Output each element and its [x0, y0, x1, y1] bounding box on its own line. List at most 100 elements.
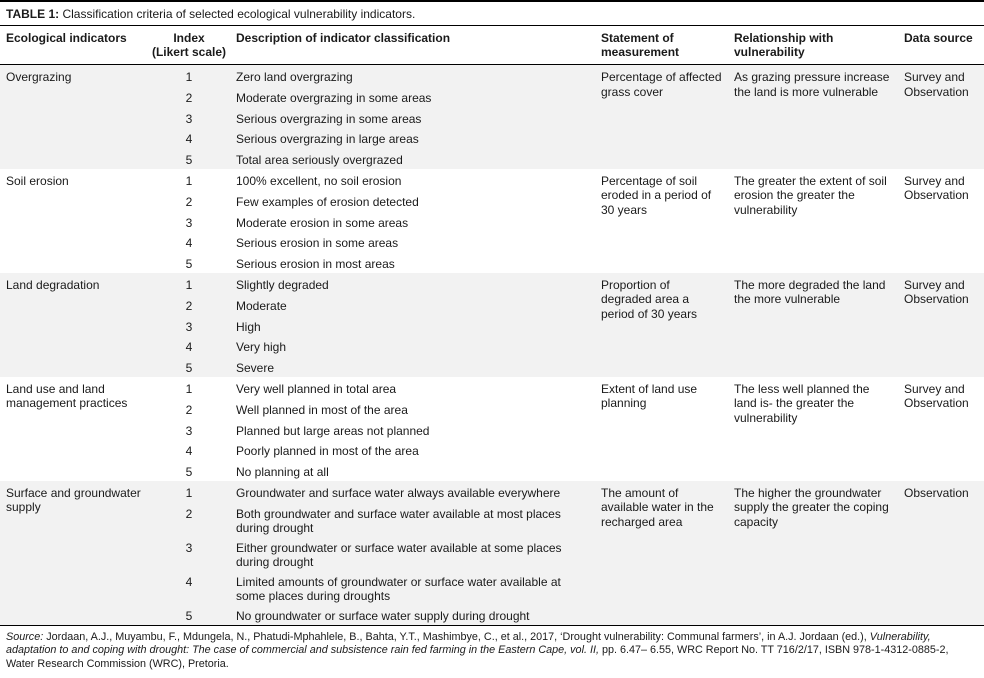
likert-description: Severe — [236, 361, 275, 376]
likert-description: Moderate — [236, 298, 287, 313]
likert-items: 1 Slightly degraded 2 Moderate 3 High 4 Very… — [148, 273, 595, 377]
likert-row: 1 Groundwater and surface water always av… — [148, 481, 595, 502]
header-statement: Statement of measurement — [601, 31, 680, 59]
header-data-source: Data source — [904, 31, 973, 45]
likert-row: 2 Few examples of erosion detected — [148, 190, 595, 211]
likert-row: 5 Total area seriously overgrazed — [148, 148, 595, 169]
likert-index: 1 — [185, 485, 193, 500]
data-source-cell: Observation — [904, 485, 969, 500]
source-note-publisher: pp. 6.47– 6.55, WRC Report No. TT 716/2/… — [6, 644, 949, 670]
likert-row: 4 Serious overgrazing in large areas — [148, 127, 595, 148]
likert-description: Serious erosion in most areas — [236, 257, 395, 272]
likert-description: Well planned in most of the area — [236, 402, 408, 417]
likert-description: Serious erosion in some areas — [236, 236, 399, 251]
likert-row: 4 Serious erosion in some areas — [148, 231, 595, 252]
likert-row: 4 Limited amounts of groundwater or surfa… — [148, 570, 595, 604]
table-row-group-groundwater-supply: Surface and groundwater supply 1 Groundwa… — [0, 480, 984, 625]
relationship-cell: The more degraded the land the more vuln… — [734, 277, 886, 307]
relationship-cell: As grazing pressure increase the land is… — [734, 70, 890, 99]
likert-row: 3 Either groundwater or surface water ava… — [148, 536, 595, 570]
likert-index: 3 — [185, 215, 193, 230]
likert-index: 1 — [185, 381, 193, 396]
likert-row: 1 100% excellent, no soil erosion — [148, 169, 595, 190]
likert-row: 1 Very well planned in total area — [148, 377, 595, 398]
likert-items: 1 Groundwater and surface water always av… — [148, 481, 595, 625]
likert-description: Moderate erosion in some areas — [236, 215, 409, 230]
likert-description: Zero land overgrazing — [236, 70, 353, 84]
indicator-cell: Land degradation — [6, 277, 100, 292]
likert-index: 3 — [185, 423, 193, 438]
table-title-label: TABLE 1: — [6, 7, 60, 21]
likert-row: 5 Serious erosion in most areas — [148, 252, 595, 273]
relationship-cell: The higher the groundwater supply the gr… — [734, 485, 889, 529]
likert-row: 4 Very high — [148, 335, 595, 356]
likert-index: 4 — [185, 132, 193, 147]
likert-row: 5 Severe — [148, 356, 595, 377]
likert-description: Very well planned in total area — [236, 381, 397, 396]
likert-items: 1 Very well planned in total area 2 Well p… — [148, 377, 595, 481]
source-note-book-title: Vulnerability, adaptation to and coping … — [6, 630, 931, 657]
statement-cell: Extent of land use planning — [601, 381, 698, 411]
likert-row: 2 Both groundwater and surface water avai… — [148, 502, 595, 536]
data-source-cell: Survey and Observation — [904, 277, 969, 307]
likert-description: Limited amounts of groundwater or surfac… — [236, 574, 561, 604]
likert-index: 5 — [185, 153, 193, 168]
header-index-line2: (Likert scale) — [151, 45, 227, 59]
relationship-cell: The greater the extent of soil erosion t… — [734, 173, 887, 217]
source-note-citation: Jordaan, A.J., Muyambu, F., Mdungela, N.… — [43, 630, 870, 643]
table-row-group-soil-erosion: Soil erosion 1 100% excellent, no soil er… — [0, 169, 984, 273]
likert-row: 2 Moderate — [148, 294, 595, 315]
table-title-text: Classification criteria of selected ecol… — [62, 7, 416, 21]
likert-index: 2 — [185, 506, 193, 521]
statement-cell: Percentage of affected grass cover — [601, 70, 722, 99]
likert-index: 1 — [185, 173, 193, 188]
likert-index: 3 — [185, 111, 193, 126]
table-row-group-land-use: Land use and land management practices 1… — [0, 377, 984, 481]
likert-description: Slightly degraded — [236, 277, 329, 292]
likert-description: Both groundwater and surface water avail… — [236, 506, 561, 536]
likert-index: 5 — [185, 608, 193, 623]
table-bottom-rule — [0, 624, 984, 626]
likert-description: No groundwater or surface water supply d… — [236, 608, 530, 623]
statement-cell: Proportion of degraded area a period of … — [601, 277, 698, 321]
likert-row: 3 Planned but large areas not planned — [148, 419, 595, 440]
header-description: Description of indicator classification — [236, 31, 451, 45]
likert-row: 5 No planning at all — [148, 460, 595, 481]
likert-description: Total area seriously overgrazed — [236, 153, 403, 168]
likert-description: Very high — [236, 340, 287, 355]
likert-row: 3 Moderate erosion in some areas — [148, 211, 595, 232]
likert-row: 1 Zero land overgrazing — [148, 65, 595, 86]
relationship-cell: The less well planned the land is- the g… — [734, 381, 870, 425]
likert-index: 5 — [185, 361, 193, 376]
source-note-label: Source: — [6, 630, 44, 643]
likert-row: 3 Serious overgrazing in some areas — [148, 107, 595, 128]
table-title: TABLE 1: Classification criteria of sele… — [0, 0, 984, 26]
likert-index: 4 — [185, 444, 193, 459]
indicator-cell: Surface and groundwater supply — [6, 485, 141, 515]
likert-row: 2 Well planned in most of the area — [148, 398, 595, 419]
likert-items: 1 100% excellent, no soil erosion 2 Few ex… — [148, 169, 595, 273]
likert-description: No planning at all — [236, 465, 329, 480]
table-header: Ecological indicators Index (Likert scal… — [0, 26, 984, 65]
likert-index: 5 — [185, 465, 193, 480]
likert-row: 2 Moderate overgrazing in some areas — [148, 86, 595, 107]
likert-index: 2 — [185, 402, 193, 417]
table-row-group-overgrazing: Overgrazing 1 Zero land overgrazing 2 Mode… — [0, 65, 984, 169]
likert-row: 1 Slightly degraded — [148, 273, 595, 294]
header-relationship: Relationship with vulnerability — [734, 31, 834, 59]
likert-index: 4 — [185, 340, 193, 355]
statement-cell: Percentage of soil eroded in a period of… — [601, 173, 712, 217]
likert-index: 2 — [185, 298, 193, 313]
data-source-cell: Survey and Observation — [904, 173, 969, 203]
likert-description: Serious overgrazing in some areas — [236, 111, 422, 126]
likert-index: 4 — [185, 574, 193, 589]
likert-row: 5 No groundwater or surface water supply … — [148, 604, 595, 625]
likert-index: 1 — [185, 70, 193, 84]
data-source-cell: Survey and Observation — [904, 381, 969, 411]
likert-index: 4 — [185, 236, 193, 251]
indicator-cell: Land use and land management practices — [6, 381, 128, 411]
likert-description: Either groundwater or surface water avai… — [236, 540, 562, 570]
data-source-cell: Survey and Observation — [904, 70, 969, 99]
likert-description: Moderate overgrazing in some areas — [236, 90, 432, 105]
likert-description: High — [236, 319, 261, 334]
